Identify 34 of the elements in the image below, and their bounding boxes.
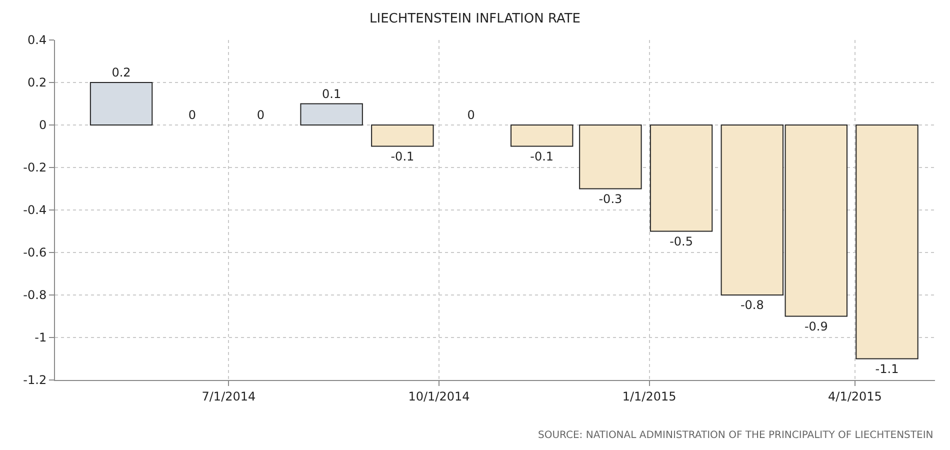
bar <box>579 124 642 190</box>
data-label: 0.1 <box>322 86 342 101</box>
data-label: -0.5 <box>670 234 693 248</box>
data-label: 0 <box>467 108 475 122</box>
x-tick-label: 4/1/2015 <box>828 389 882 404</box>
bar <box>300 103 363 126</box>
x-tick-label: 1/1/2015 <box>622 389 676 404</box>
y-tick-label: -1 <box>34 330 47 345</box>
bar <box>510 124 574 147</box>
y-tick-label: 0 <box>38 118 47 132</box>
data-label: -0.1 <box>530 149 554 164</box>
x-tick-label: 10/1/2014 <box>408 389 470 404</box>
y-tick-label: 0.4 <box>28 33 47 48</box>
bar <box>371 124 434 147</box>
chart-title: LIECHTENSTEIN INFLATION RATE <box>370 12 580 27</box>
source-note: SOURCE: NATIONAL ADMINISTRATION OF THE PRINCIPALITY OF LIECHTENSTEIN <box>538 430 934 441</box>
y-tick-label: -0.8 <box>23 288 47 302</box>
data-label: -0.9 <box>804 319 828 334</box>
bar <box>90 82 153 126</box>
y-tick-label: 0.2 <box>28 76 47 90</box>
x-tick-label: 7/1/2014 <box>202 389 256 404</box>
data-label: -0.1 <box>390 149 414 164</box>
y-tick-label: -0.6 <box>23 246 47 260</box>
data-label: 0 <box>256 108 265 122</box>
data-label: -0.8 <box>740 298 764 312</box>
bar <box>650 124 713 232</box>
y-tick-label: -1.2 <box>23 373 47 388</box>
bar <box>856 124 918 360</box>
data-label: -1.1 <box>875 362 899 376</box>
data-label: 0.2 <box>112 66 131 80</box>
data-label: -0.3 <box>598 192 622 206</box>
y-tick-label: -0.2 <box>23 160 47 175</box>
data-label: 0 <box>188 108 196 122</box>
y-tick-label: -0.4 <box>23 203 47 218</box>
